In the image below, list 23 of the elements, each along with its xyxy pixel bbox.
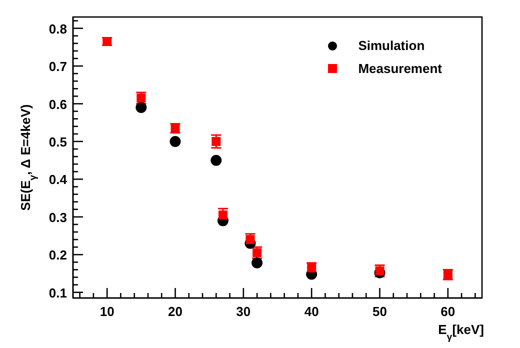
y-tick-label: 0.5 [48,134,67,150]
point [212,136,221,146]
x-tick-label: 30 [236,304,251,319]
point [218,210,228,220]
point [210,154,222,166]
x-tick-label: 50 [372,304,387,319]
legend-label: Simulation [358,38,425,53]
point [252,257,263,268]
y-tick-label: 0.2 [48,248,67,263]
y-tick-label: 0.3 [48,210,67,225]
legend-label: Measurement [358,61,442,76]
y-tick-label: 0.7 [48,59,67,74]
x-tick-label: 40 [304,304,319,319]
point [170,136,181,147]
x-tick-label: 20 [168,304,182,319]
point [136,102,147,114]
y-tick-label: 0.6 [48,96,67,112]
x-tick-label: 10 [100,304,114,319]
y-tick-label: 0.1 [48,285,67,300]
x-tick-label: 60 [440,304,456,319]
y-tick-label: 0.4 [48,172,68,188]
x-axis-title: E$_{γ}$[keV] [438,322,484,342]
y-tick-label: 0.8 [48,21,67,36]
